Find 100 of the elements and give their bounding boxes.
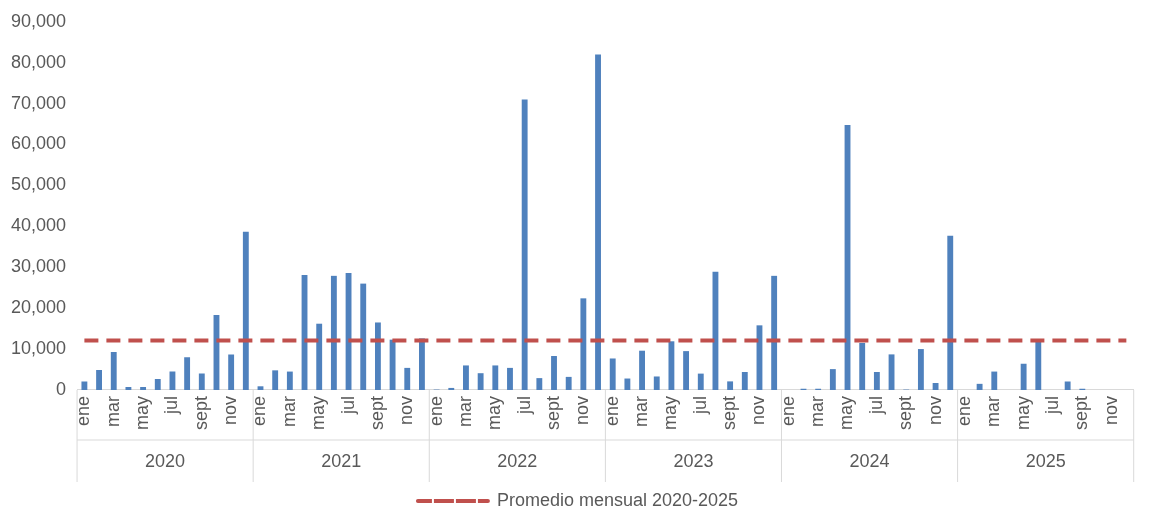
x-tick-label: nov <box>572 395 593 426</box>
x-tick-label: mar <box>983 395 1004 427</box>
bar <box>624 378 631 390</box>
y-tick-label: 60,000 <box>10 133 67 154</box>
bar <box>917 349 924 390</box>
bar <box>873 371 880 390</box>
text: 2022 <box>497 450 538 471</box>
bar <box>683 351 690 390</box>
bar <box>727 381 734 390</box>
text: 2023 <box>673 450 714 471</box>
bar <box>859 342 866 390</box>
bar <box>639 350 645 390</box>
x-tick-label: sept <box>542 395 563 431</box>
x-tick-label: ene <box>777 395 798 427</box>
y-tick-label: 10,000 <box>10 338 67 359</box>
x-tick-label: jul <box>865 395 886 415</box>
x-tick-label: ene <box>249 395 270 427</box>
x-tick-label: mar <box>807 395 828 427</box>
y-tick-label: 30,000 <box>10 256 67 277</box>
bar <box>991 371 998 390</box>
bar <box>198 373 205 390</box>
bar <box>521 99 528 390</box>
x-tick-label: sept <box>190 395 211 431</box>
x-tick-label: mar <box>454 395 475 427</box>
bar <box>477 373 484 390</box>
bar <box>96 369 102 390</box>
x-tick-label: ene <box>425 395 446 427</box>
bar <box>771 275 778 390</box>
bar <box>653 376 660 390</box>
y-tick-label: 50,000 <box>10 174 67 195</box>
bar <box>125 387 132 390</box>
x-tick-label: sept <box>1071 395 1092 431</box>
bar <box>140 387 147 390</box>
x-tick-label: ene <box>73 395 94 427</box>
bar <box>580 298 587 390</box>
text: 2020 <box>145 450 186 471</box>
bar <box>697 373 704 390</box>
x-tick-label: may <box>660 395 681 430</box>
y-tick-label: 70,000 <box>10 92 67 113</box>
bar <box>492 365 499 390</box>
y-tick-label: 0 <box>56 378 67 399</box>
bar <box>932 383 939 390</box>
bar <box>316 323 323 390</box>
text: 2024 <box>849 450 890 471</box>
bar <box>184 357 191 390</box>
x-tick-label: nov <box>748 395 769 426</box>
bar <box>1020 363 1027 390</box>
x-tick-label: jul <box>1041 395 1062 415</box>
bar <box>976 383 983 390</box>
text: 2021 <box>321 450 362 471</box>
bar <box>404 367 411 390</box>
bar <box>668 341 675 390</box>
x-tick-label: sept <box>895 395 916 431</box>
x-tick-label: may <box>836 395 857 430</box>
bar <box>242 231 249 390</box>
x-tick-label: nov <box>220 395 241 426</box>
x-tick-label: sept <box>366 395 387 431</box>
bar <box>463 365 469 390</box>
bar <box>110 351 117 390</box>
bar <box>741 371 748 390</box>
bar <box>257 386 264 390</box>
bar <box>374 322 381 390</box>
x-tick-label: ene <box>601 395 622 427</box>
x-tick-label: may <box>132 395 153 430</box>
x-tick-label: nov <box>396 395 417 426</box>
y-tick-label: 40,000 <box>10 215 67 236</box>
bar <box>551 356 557 390</box>
x-tick-label: jul <box>161 395 182 415</box>
x-tick-label: ene <box>953 395 974 427</box>
text: 2025 <box>1025 450 1066 471</box>
y-tick-label: 90,000 <box>10 10 67 31</box>
bar <box>536 378 543 390</box>
bar <box>272 370 279 390</box>
bar <box>1035 342 1042 390</box>
x-tick-label: jul <box>689 395 710 415</box>
x-tick-label: may <box>1012 395 1033 430</box>
x-tick-label: sept <box>719 395 740 431</box>
bar <box>389 339 396 390</box>
bar <box>448 387 455 390</box>
x-tick-label: nov <box>1100 395 1121 426</box>
x-tick-label: jul <box>337 395 358 415</box>
bar <box>1064 381 1071 390</box>
x-tick-label: may <box>308 395 329 430</box>
y-tick-label: 20,000 <box>10 297 67 318</box>
x-tick-label: nov <box>924 395 945 426</box>
bar <box>228 354 235 390</box>
bar <box>360 283 367 390</box>
x-tick-label: mar <box>631 395 652 427</box>
bar <box>81 381 88 390</box>
x-tick-label: mar <box>278 395 299 427</box>
bar <box>507 367 513 390</box>
x-tick-label: may <box>484 395 505 430</box>
x-tick-label: jul <box>513 395 534 415</box>
bar <box>565 376 572 390</box>
bar <box>330 275 337 390</box>
legend-label: Promedio mensual 2020-2025 <box>496 489 739 510</box>
x-tick-label: mar <box>102 395 123 427</box>
bar <box>595 54 601 390</box>
bar <box>609 358 616 390</box>
y-tick-label: 80,000 <box>10 51 67 72</box>
